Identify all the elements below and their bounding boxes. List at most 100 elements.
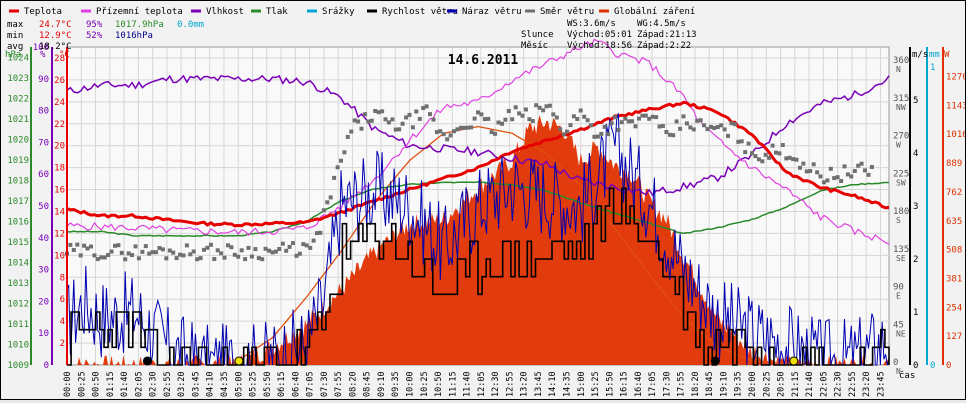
wind-direction-point bbox=[523, 107, 528, 112]
temp-tick-label: 18 bbox=[54, 164, 65, 174]
x-tick-label: 13:20 bbox=[520, 371, 530, 397]
x-tick-label: 05:00 bbox=[234, 371, 244, 397]
wind-direction-point bbox=[856, 163, 861, 168]
wind-direction-point bbox=[496, 120, 501, 125]
temp-tick-label: 20 bbox=[54, 142, 65, 152]
wind-direction-point bbox=[815, 170, 820, 175]
pct-tick-label: 40 bbox=[38, 234, 49, 244]
wind-direction-point bbox=[575, 117, 580, 121]
wind-direction-point bbox=[99, 255, 104, 260]
stat-wg: WG:4.5m/s bbox=[637, 19, 686, 29]
legend-label: Rychlost větru bbox=[382, 7, 458, 17]
dir-tick-label: 0 bbox=[893, 358, 898, 368]
dir-tick-label: 180 bbox=[893, 207, 909, 217]
stat-moon-label: Měsíc bbox=[521, 41, 548, 51]
temp-tick-label: 26 bbox=[54, 76, 65, 86]
hpa-tick-label: 1021 bbox=[7, 115, 29, 125]
wind-direction-point bbox=[445, 137, 450, 142]
wind-direction-point bbox=[421, 106, 426, 110]
axis-title-x: čas bbox=[899, 370, 915, 381]
wind-direction-point bbox=[352, 118, 357, 123]
legend-item-teplota: Teplota bbox=[9, 7, 62, 17]
wind-direction-point bbox=[133, 244, 138, 249]
wind-direction-point bbox=[184, 243, 189, 248]
wind-direction-point bbox=[869, 165, 874, 169]
wind-direction-point bbox=[708, 124, 713, 129]
wind-direction-point bbox=[202, 247, 206, 252]
markers-layer bbox=[142, 356, 799, 366]
x-tick-label: 14:10 bbox=[548, 371, 558, 397]
wind-direction-point bbox=[359, 126, 364, 131]
wind-direction-point bbox=[270, 250, 275, 255]
pct-tick-label: 20 bbox=[38, 297, 49, 307]
dir-tick-label: 360 bbox=[893, 56, 909, 66]
wind-direction-point bbox=[753, 154, 758, 159]
x-tick-label: 20:50 bbox=[777, 371, 787, 397]
x-tick-label: 09:35 bbox=[391, 371, 401, 397]
wind-direction-point bbox=[414, 109, 419, 114]
x-tick-label: 12:05 bbox=[477, 371, 487, 397]
temp-tick-label: 6 bbox=[60, 295, 65, 305]
wind-direction-point bbox=[380, 109, 385, 114]
x-tick-label: 08:45 bbox=[363, 371, 373, 397]
wind-direction-point bbox=[637, 116, 641, 121]
pct-tick-label: 10 bbox=[38, 329, 49, 339]
stat-min-hum: 52% bbox=[86, 31, 103, 41]
wind-direction-point bbox=[671, 133, 676, 138]
x-tick-label: 17:05 bbox=[648, 371, 658, 397]
wind-direction-point bbox=[616, 128, 621, 132]
wind-direction-point bbox=[613, 115, 617, 120]
wind-direction-point bbox=[126, 251, 131, 256]
x-tick-label: 15:00 bbox=[577, 371, 587, 397]
w-tick-label: 508 bbox=[946, 246, 962, 256]
wind-direction-point bbox=[777, 151, 782, 156]
wind-direction-point bbox=[821, 180, 826, 185]
wind-direction-point bbox=[626, 119, 631, 124]
wind-direction-point bbox=[592, 134, 597, 139]
hpa-tick-label: 1022 bbox=[7, 94, 29, 104]
x-tick-label: 05:25 bbox=[249, 371, 259, 397]
stat-max-hum: 95% bbox=[86, 20, 103, 30]
wind-direction-point bbox=[335, 165, 340, 170]
wind-direction-point bbox=[113, 243, 117, 248]
stat-max-temp: 24.7°C bbox=[39, 20, 72, 30]
x-tick-label: 11:15 bbox=[448, 371, 458, 397]
mm-tick-label: 1 bbox=[930, 63, 935, 73]
dir-name-label: SE bbox=[896, 254, 906, 263]
wind-direction-point bbox=[839, 179, 844, 183]
wind-direction-point bbox=[866, 172, 871, 177]
ms-tick-label: 1 bbox=[913, 308, 918, 318]
wind-direction-point bbox=[181, 253, 186, 258]
legend-item-vlhkost: Vlhkost bbox=[191, 7, 244, 17]
wind-direction-point bbox=[798, 165, 802, 170]
wind-direction-point bbox=[325, 200, 330, 205]
x-tick-label: 04:35 bbox=[220, 371, 230, 397]
wind-direction-point bbox=[428, 112, 432, 117]
wind-direction-point bbox=[119, 250, 124, 255]
x-tick-label: 15:25 bbox=[591, 371, 601, 397]
ms-tick-label: 3 bbox=[913, 202, 918, 212]
wind-direction-point bbox=[215, 248, 220, 253]
stat-avg-label: avg bbox=[7, 42, 23, 52]
wind-direction-point bbox=[657, 124, 662, 129]
mm-tick-label: 0 bbox=[930, 361, 935, 371]
stat-max-rain: 0.0mm bbox=[177, 20, 204, 30]
wind-direction-point bbox=[719, 123, 724, 128]
legend-item-smer-vetru: Směr větru bbox=[525, 7, 594, 17]
x-tick-label: 05:50 bbox=[263, 371, 273, 397]
x-tick-label: 09:10 bbox=[377, 371, 387, 397]
w-tick-label: 381 bbox=[946, 274, 962, 284]
x-tick-label: 01:15 bbox=[106, 371, 116, 397]
wind-direction-point bbox=[393, 127, 398, 132]
stat-sun-label: Slunce bbox=[521, 30, 554, 40]
x-tick-label: 06:15 bbox=[277, 371, 287, 397]
w-tick-label: 1143 bbox=[946, 101, 965, 111]
axis-title-mm: mm bbox=[929, 50, 940, 60]
wind-direction-point bbox=[78, 253, 83, 258]
wind-direction-point bbox=[513, 105, 518, 110]
wind-direction-point bbox=[232, 252, 237, 257]
wind-direction-point bbox=[767, 155, 772, 160]
wind-direction-point bbox=[140, 249, 145, 254]
wind-direction-point bbox=[489, 130, 494, 135]
